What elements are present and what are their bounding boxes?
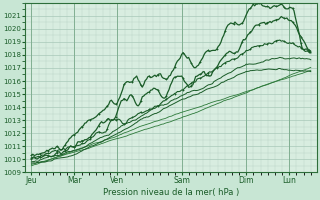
X-axis label: Pression niveau de la mer( hPa ): Pression niveau de la mer( hPa ) [103, 188, 239, 197]
